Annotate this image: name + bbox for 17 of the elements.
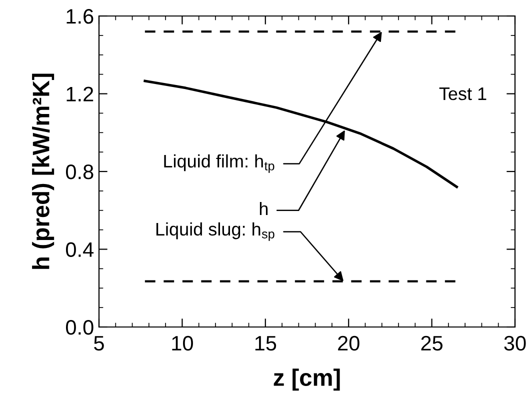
x-tick-label: 30 <box>504 336 526 351</box>
x-tick-label: 10 <box>172 336 193 351</box>
annotation: Liquid slug: h$_{sp}$ <box>156 222 274 241</box>
annotation: h <box>260 202 268 216</box>
annotation: Liquid film: h$_{tp}$ <box>164 154 274 173</box>
y-tick-label: 0.0 <box>66 320 94 335</box>
y-axis-title: h (pred) [kW/m²K] <box>32 74 54 269</box>
y-tick-label: 1.6 <box>66 9 94 24</box>
y-tick-label: 0.8 <box>66 164 94 180</box>
x-axis-title: z [cm] <box>274 368 340 391</box>
x-tick-label: 15 <box>255 336 276 351</box>
y-tick-label: 0.4 <box>66 242 94 258</box>
y-tick-label: 1.2 <box>66 86 94 102</box>
x-tick-label: 20 <box>338 336 360 351</box>
annotation: Test 1 <box>439 88 486 100</box>
x-tick-label: 25 <box>421 336 443 351</box>
x-tick-label: 5 <box>94 336 104 351</box>
